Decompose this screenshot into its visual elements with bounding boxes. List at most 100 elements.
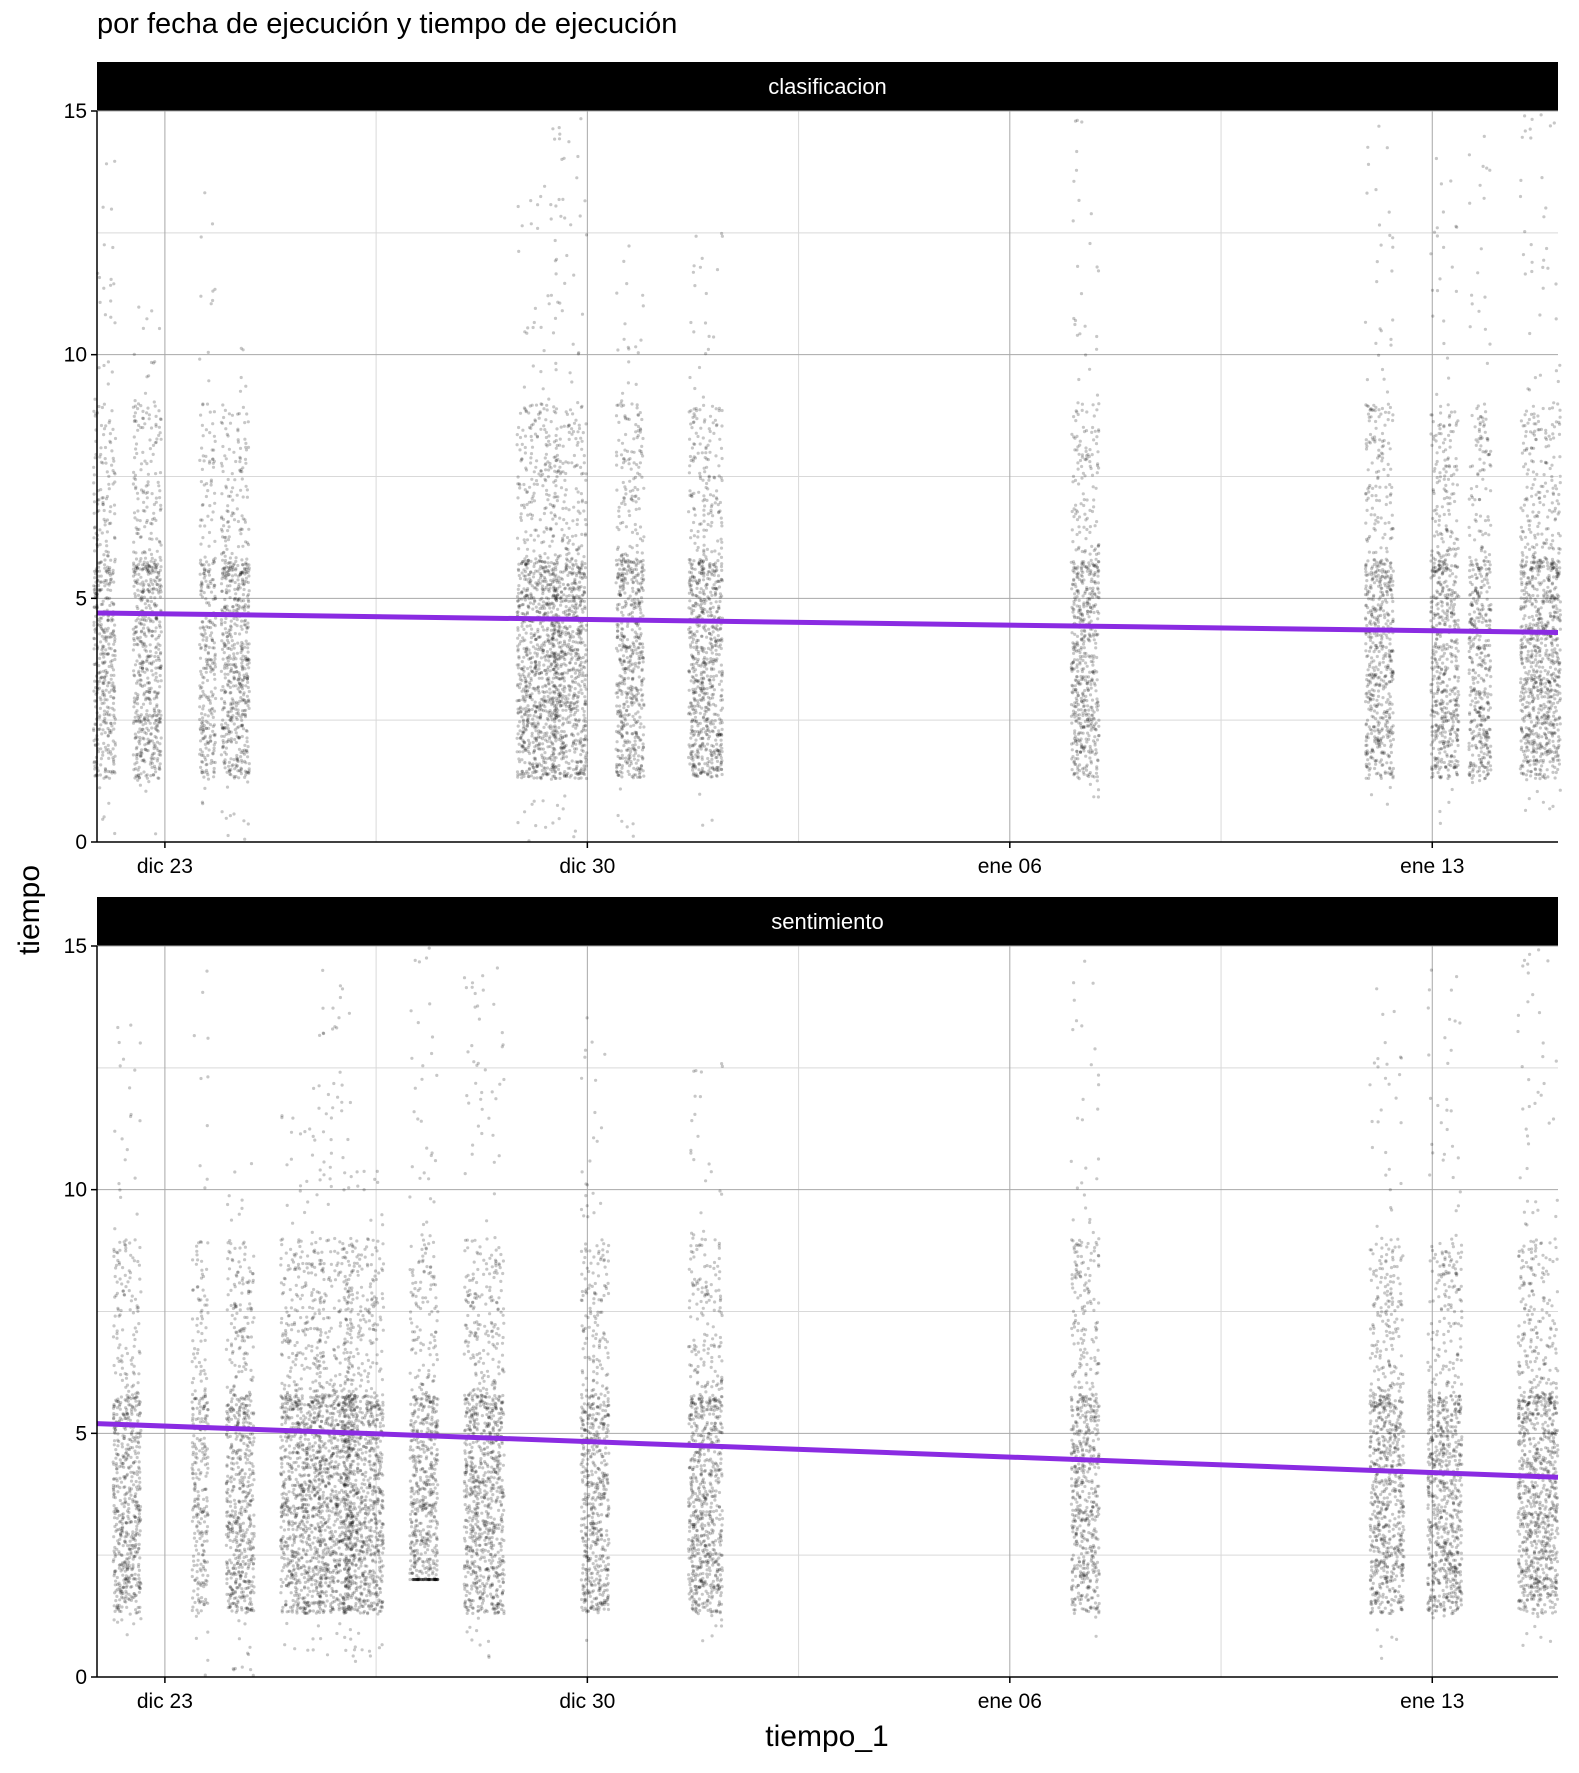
data-point <box>584 673 588 678</box>
data-point <box>563 493 567 497</box>
data-point <box>225 634 229 639</box>
data-point <box>107 583 111 587</box>
data-point <box>568 720 572 725</box>
data-point <box>551 742 555 746</box>
data-point <box>553 455 557 459</box>
data-point <box>211 729 215 734</box>
data-point <box>706 737 711 741</box>
data-point <box>102 427 107 431</box>
data-point <box>237 735 241 739</box>
data-point <box>103 563 107 567</box>
data-point <box>571 594 575 598</box>
data-point <box>233 478 237 482</box>
data-point <box>621 391 625 395</box>
data-point <box>227 738 231 742</box>
data-point <box>716 559 720 563</box>
data-point <box>211 751 215 755</box>
data-point <box>101 602 105 606</box>
data-point <box>641 539 645 543</box>
data-point <box>109 505 113 509</box>
data-point <box>141 702 146 706</box>
data-point <box>155 705 159 709</box>
data-point <box>622 702 626 706</box>
data-point <box>580 744 584 748</box>
data-point <box>564 488 568 492</box>
data-point <box>244 384 248 388</box>
data-point <box>210 578 214 582</box>
data-point <box>106 743 110 748</box>
data-point <box>533 700 537 704</box>
data-point <box>112 673 116 678</box>
data-point <box>149 732 153 736</box>
data-point <box>236 545 241 549</box>
data-point <box>140 667 145 671</box>
data-point <box>584 734 588 738</box>
data-point <box>558 459 562 463</box>
data-point <box>628 479 632 483</box>
data-point <box>230 511 235 515</box>
data-point <box>134 767 138 771</box>
data-point <box>615 762 619 767</box>
data-point <box>132 632 136 636</box>
data-point <box>705 481 709 486</box>
data-point <box>210 448 214 452</box>
data-point <box>688 643 693 647</box>
data-point <box>534 557 538 561</box>
data-point <box>228 691 232 695</box>
data-point <box>220 529 224 533</box>
data-point <box>241 593 245 597</box>
data-point <box>241 683 245 688</box>
data-point <box>628 696 632 700</box>
data-point <box>104 648 108 652</box>
data-point <box>225 656 229 660</box>
data-point <box>560 157 564 161</box>
data-point <box>571 342 575 346</box>
data-point <box>540 703 544 707</box>
data-point <box>234 704 238 708</box>
data-point <box>234 592 238 596</box>
data-point <box>629 655 633 659</box>
data-point <box>111 769 115 773</box>
data-point <box>245 694 249 698</box>
data-point <box>243 618 248 622</box>
data-point <box>209 483 213 487</box>
data-point <box>137 773 141 778</box>
data-point <box>632 695 636 699</box>
data-point <box>624 756 628 760</box>
data-point <box>223 691 227 695</box>
data-point <box>146 740 151 745</box>
data-point <box>155 618 159 622</box>
data-point <box>639 632 643 636</box>
data-point <box>153 558 157 562</box>
data-point <box>242 587 246 592</box>
data-point <box>109 441 113 445</box>
data-point <box>141 644 145 649</box>
data-point <box>97 498 101 502</box>
data-point <box>237 598 241 602</box>
data-point <box>223 606 227 610</box>
data-point <box>562 533 566 537</box>
data-point <box>113 536 117 540</box>
data-point <box>560 309 564 313</box>
data-point <box>244 562 248 566</box>
data-point <box>220 639 224 643</box>
data-point <box>226 833 230 838</box>
data-point <box>133 566 137 570</box>
data-point <box>560 676 564 680</box>
data-point <box>92 636 96 641</box>
data-point <box>101 720 105 724</box>
data-point <box>208 734 213 738</box>
data-point <box>135 518 139 522</box>
data-point <box>245 750 249 754</box>
data-point <box>246 445 251 449</box>
data-point <box>584 754 588 758</box>
data-point <box>99 602 103 607</box>
data-point <box>107 567 111 571</box>
data-point <box>534 709 538 713</box>
data-point <box>211 667 215 671</box>
data-point <box>633 730 637 734</box>
data-point <box>241 712 245 716</box>
data-point <box>201 728 205 732</box>
data-point <box>524 466 528 470</box>
